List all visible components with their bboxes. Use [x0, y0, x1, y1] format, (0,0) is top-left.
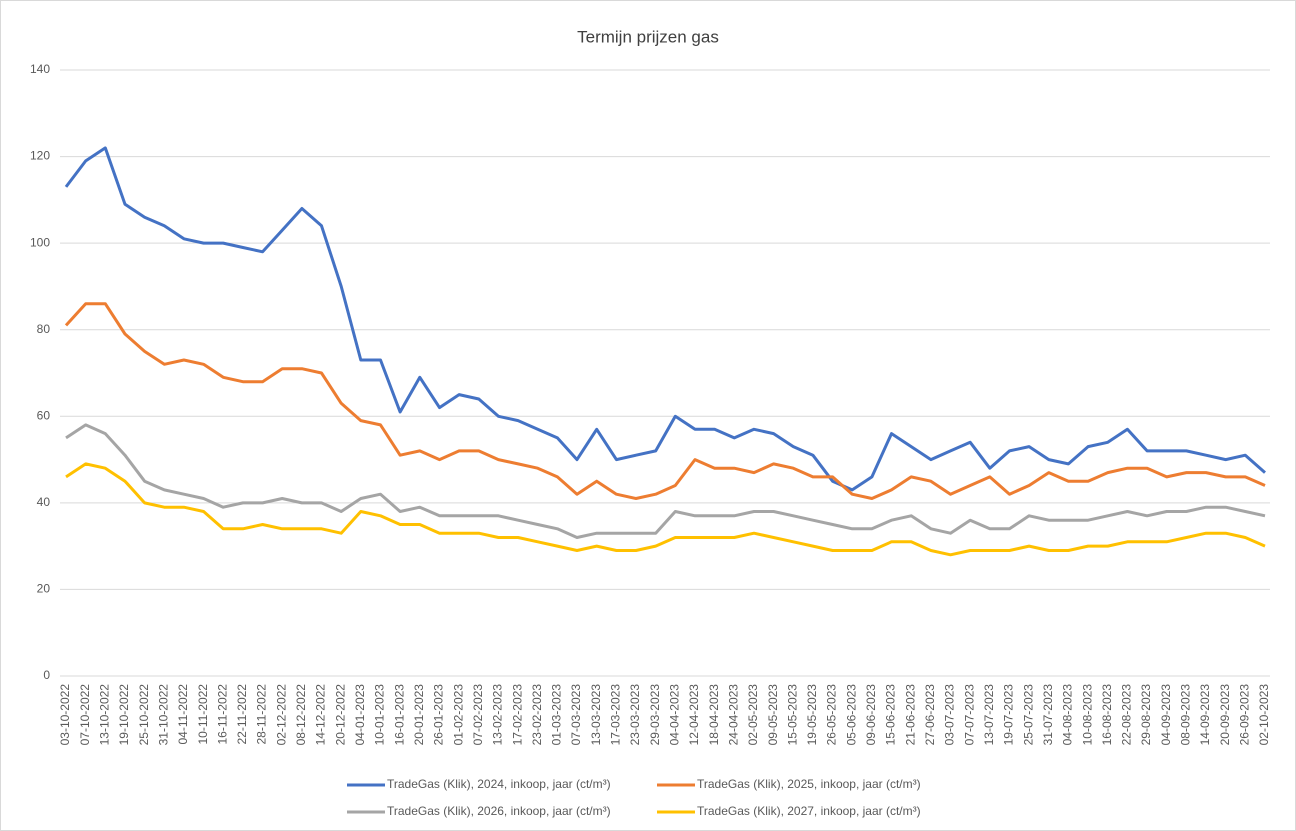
x-tick-label: 24-04-2023 — [726, 684, 740, 746]
x-tick-label: 02-12-2022 — [274, 684, 288, 746]
x-tick-label: 16-01-2023 — [392, 684, 406, 746]
x-tick-label: 04-04-2023 — [667, 684, 681, 746]
x-tick-label: 22-11-2022 — [235, 684, 249, 745]
x-tick-label: 29-08-2023 — [1139, 684, 1153, 746]
x-tick-label: 29-03-2023 — [648, 684, 662, 746]
x-tick-label: 25-10-2022 — [137, 684, 151, 746]
x-tick-label: 20-12-2022 — [333, 684, 347, 746]
x-tick-label: 16-11-2022 — [215, 684, 229, 745]
x-tick-label: 14-12-2022 — [314, 684, 328, 746]
x-tick-label: 04-01-2023 — [353, 684, 367, 746]
x-tick-label: 23-02-2023 — [530, 684, 544, 746]
x-tick-label: 15-05-2023 — [785, 684, 799, 746]
x-tick-label: 01-02-2023 — [451, 684, 465, 746]
x-tick-label: 26-01-2023 — [432, 684, 446, 746]
x-tick-label: 19-10-2022 — [117, 684, 131, 746]
x-tick-label: 26-05-2023 — [825, 684, 839, 746]
x-tick-label: 03-07-2023 — [943, 684, 957, 746]
x-tick-label: 17-03-2023 — [609, 684, 623, 746]
legend-label: TradeGas (Klik), 2025, inkoop, jaar (ct/… — [697, 777, 921, 791]
x-tick-label: 07-07-2023 — [962, 684, 976, 746]
x-tick-label: 15-06-2023 — [884, 684, 898, 746]
x-tick-label: 28-11-2022 — [255, 684, 269, 745]
series-line — [65, 423, 1266, 539]
x-tick-label: 14-09-2023 — [1198, 684, 1212, 746]
y-tick-label: 0 — [43, 668, 50, 682]
x-tick-label: 31-07-2023 — [1041, 684, 1055, 746]
x-tick-label: 26-09-2023 — [1238, 684, 1252, 746]
y-tick-label: 40 — [37, 495, 51, 509]
x-tick-label: 13-07-2023 — [982, 684, 996, 746]
x-tick-label: 25-07-2023 — [1021, 684, 1035, 746]
x-tick-label: 20-01-2023 — [412, 684, 426, 746]
x-tick-label: 12-04-2023 — [687, 684, 701, 746]
x-tick-label: 16-08-2023 — [1100, 684, 1114, 746]
x-tick-label: 04-09-2023 — [1159, 684, 1173, 746]
x-tick-label: 04-11-2022 — [176, 684, 190, 745]
x-tick-label: 08-12-2022 — [294, 684, 308, 746]
x-tick-label: 09-06-2023 — [864, 684, 878, 746]
x-tick-label: 02-10-2023 — [1257, 684, 1271, 746]
y-tick-label: 140 — [30, 62, 50, 76]
x-tick-label: 20-09-2023 — [1218, 684, 1232, 746]
x-tick-label: 07-02-2023 — [471, 684, 485, 746]
chart-title: Termijn prijzen gas — [577, 27, 719, 46]
x-tick-label: 08-09-2023 — [1179, 684, 1193, 746]
x-tick-label: 13-03-2023 — [589, 684, 603, 746]
y-tick-label: 120 — [30, 149, 50, 163]
x-tick-label: 05-06-2023 — [844, 684, 858, 746]
series-line — [64, 302, 1266, 500]
x-tick-label: 10-11-2022 — [196, 684, 210, 745]
y-tick-label: 80 — [37, 322, 51, 336]
series-line — [64, 146, 1266, 492]
x-tick-label: 27-06-2023 — [923, 684, 937, 746]
x-tick-label: 19-05-2023 — [805, 684, 819, 746]
x-tick-label: 23-03-2023 — [628, 684, 642, 746]
x-tick-label: 18-04-2023 — [707, 684, 721, 746]
x-tick-label: 02-05-2023 — [746, 684, 760, 746]
y-tick-label: 20 — [37, 582, 51, 596]
x-tick-label: 19-07-2023 — [1002, 684, 1016, 746]
x-tick-label: 01-03-2023 — [550, 684, 564, 746]
y-tick-label: 60 — [37, 408, 51, 422]
legend-label: TradeGas (Klik), 2024, inkoop, jaar (ct/… — [387, 777, 611, 791]
legend-label: TradeGas (Klik), 2027, inkoop, jaar (ct/… — [697, 804, 921, 818]
series-line — [65, 462, 1266, 557]
legend-label: TradeGas (Klik), 2026, inkoop, jaar (ct/… — [387, 804, 611, 818]
x-tick-label: 04-08-2023 — [1061, 684, 1075, 746]
x-tick-label: 13-10-2022 — [97, 684, 111, 746]
x-tick-label: 10-08-2023 — [1080, 684, 1094, 746]
x-tick-label: 22-08-2023 — [1120, 684, 1134, 746]
x-tick-label: 03-10-2022 — [58, 684, 72, 746]
x-tick-label: 09-05-2023 — [766, 684, 780, 746]
x-tick-label: 07-10-2022 — [78, 684, 92, 746]
x-tick-label: 13-02-2023 — [491, 684, 505, 746]
x-tick-label: 17-02-2023 — [510, 684, 524, 746]
x-tick-label: 21-06-2023 — [903, 684, 917, 746]
x-tick-label: 07-03-2023 — [569, 684, 583, 746]
y-tick-label: 100 — [30, 235, 50, 249]
x-tick-label: 31-10-2022 — [156, 684, 170, 746]
x-tick-label: 10-01-2023 — [373, 684, 387, 746]
